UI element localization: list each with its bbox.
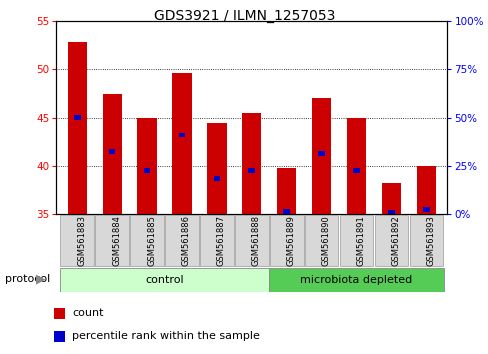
- FancyBboxPatch shape: [269, 215, 303, 266]
- Bar: [387, 210, 394, 215]
- FancyBboxPatch shape: [200, 215, 233, 266]
- Bar: [318, 151, 325, 156]
- Bar: [242, 113, 261, 214]
- Bar: [54, 331, 64, 342]
- Text: GSM561888: GSM561888: [251, 215, 260, 266]
- FancyBboxPatch shape: [269, 268, 443, 292]
- Text: GDS3921 / ILMN_1257053: GDS3921 / ILMN_1257053: [154, 9, 334, 23]
- Bar: [346, 118, 366, 214]
- Bar: [108, 149, 115, 154]
- Bar: [381, 183, 400, 214]
- FancyBboxPatch shape: [409, 215, 442, 266]
- Text: percentile rank within the sample: percentile rank within the sample: [72, 331, 259, 341]
- Text: GSM561886: GSM561886: [182, 215, 191, 266]
- Text: count: count: [72, 308, 103, 318]
- Text: GSM561891: GSM561891: [356, 215, 365, 266]
- Text: GSM561890: GSM561890: [321, 215, 330, 266]
- Bar: [352, 169, 359, 173]
- Bar: [207, 122, 226, 214]
- FancyBboxPatch shape: [95, 215, 129, 266]
- FancyBboxPatch shape: [61, 215, 94, 266]
- Bar: [74, 115, 81, 120]
- Text: GSM561885: GSM561885: [147, 215, 156, 266]
- Bar: [311, 98, 330, 214]
- Bar: [102, 93, 122, 214]
- FancyBboxPatch shape: [339, 215, 373, 266]
- Bar: [422, 207, 429, 212]
- Bar: [277, 168, 296, 214]
- FancyBboxPatch shape: [305, 215, 338, 266]
- Text: GSM561887: GSM561887: [217, 215, 225, 266]
- FancyBboxPatch shape: [374, 215, 407, 266]
- FancyBboxPatch shape: [130, 215, 163, 266]
- Text: protocol: protocol: [5, 274, 50, 284]
- FancyBboxPatch shape: [60, 268, 269, 292]
- Bar: [178, 133, 185, 137]
- Text: control: control: [145, 275, 183, 285]
- Text: ▶: ▶: [36, 272, 45, 285]
- FancyBboxPatch shape: [165, 215, 198, 266]
- Text: GSM561892: GSM561892: [391, 215, 400, 266]
- Bar: [283, 209, 289, 214]
- Bar: [248, 169, 255, 173]
- Text: GSM561884: GSM561884: [112, 215, 121, 266]
- Bar: [213, 176, 220, 181]
- Text: microbiota depleted: microbiota depleted: [300, 275, 412, 285]
- Bar: [54, 308, 64, 319]
- Bar: [143, 169, 150, 173]
- Bar: [137, 118, 156, 214]
- Bar: [67, 42, 87, 214]
- Bar: [416, 166, 435, 214]
- Text: GSM561893: GSM561893: [426, 215, 435, 266]
- FancyBboxPatch shape: [235, 215, 268, 266]
- Text: GSM561889: GSM561889: [286, 215, 295, 266]
- Text: GSM561883: GSM561883: [77, 215, 86, 266]
- Bar: [172, 73, 191, 214]
